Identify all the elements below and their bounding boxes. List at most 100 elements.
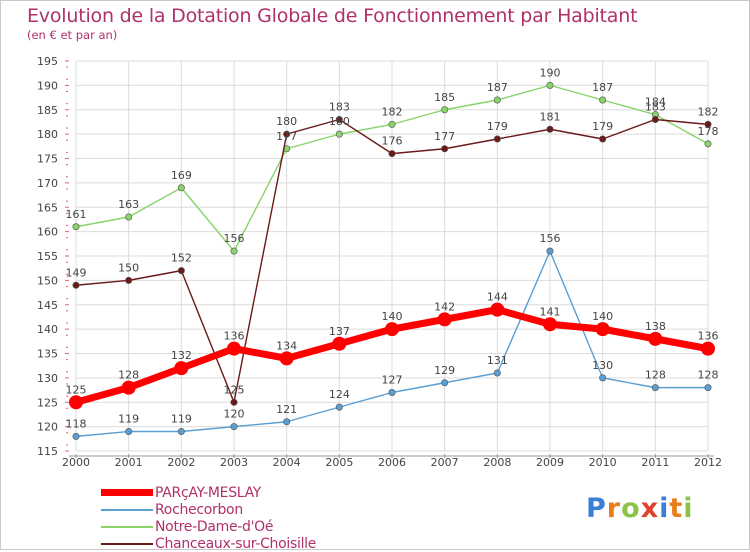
x-tick-label: 2000 [62,456,90,469]
legend-swatch [101,508,153,511]
y-tick-label: 165 [37,201,58,214]
data-point [230,398,238,406]
legend-swatch [101,489,153,496]
data-point [599,96,607,104]
data-label: 129 [434,364,455,377]
data-point [177,184,185,192]
y-tick-label: 180 [37,128,58,141]
legend-label: Notre-Dame-d'Oé [155,518,274,535]
chart-subtitle: (en € et par an) [27,28,118,42]
data-point [385,322,399,337]
data-label: 128 [698,369,719,382]
data-point [72,281,80,289]
data-label: 127 [382,374,403,387]
data-label: 178 [698,125,719,138]
data-label: 134 [276,339,297,352]
y-tick-label: 125 [37,396,58,409]
x-tick-label: 2003 [220,456,248,469]
data-point [121,380,136,395]
x-tick-label: 2001 [115,456,143,469]
y-tick-label: 195 [37,55,58,68]
data-point [69,395,83,410]
data-point [125,427,133,435]
data-label: 187 [592,81,613,94]
y-tick-label: 120 [37,421,58,434]
x-tick-label: 2002 [167,456,195,469]
data-label: 140 [592,310,613,323]
data-label: 140 [382,310,403,323]
data-point [125,276,133,284]
brand-letter: o [621,493,641,524]
data-label: 180 [276,115,297,128]
data-point [335,130,343,138]
data-label: 119 [171,413,192,426]
data-label: 119 [118,413,139,426]
data-label: 183 [645,101,666,114]
data-label: 177 [276,130,297,143]
data-point [599,374,607,382]
data-point [174,361,189,376]
data-label: 120 [224,408,245,421]
data-label: 136 [224,330,245,343]
data-point [437,312,452,327]
data-label: 141 [540,305,561,318]
data-point [493,96,501,104]
legend-item: Rochecorbon [101,501,316,518]
data-point [230,423,238,431]
y-tick-label: 190 [37,79,58,92]
legend-item: Chanceaux-sur-Choisille [101,535,316,552]
data-label: 131 [487,354,508,367]
data-label: 130 [592,359,613,372]
y-tick-label: 185 [37,104,58,117]
data-label: 179 [487,120,508,133]
data-label: 124 [329,388,350,401]
data-point [701,341,715,356]
data-label: 179 [592,120,613,133]
data-point [546,125,554,133]
brand-letter: P [586,493,607,524]
data-point [595,322,610,337]
data-point [543,317,557,332]
brand-logo: Proxiti [586,493,694,524]
data-point [490,302,505,317]
brand-letter: r [606,493,622,524]
data-point [335,116,343,124]
data-point [704,120,712,128]
y-tick-label: 145 [37,299,58,312]
data-label: 190 [540,66,561,79]
y-tick-label: 135 [37,348,58,361]
data-point [177,267,185,275]
x-tick-label: 2011 [641,456,669,469]
data-point [546,247,554,255]
data-label: 176 [382,135,403,148]
data-point [125,213,133,221]
data-point [335,403,343,411]
y-tick-label: 175 [37,153,58,166]
legend-label: Rochecorbon [155,501,243,518]
x-tick-label: 2004 [273,456,301,469]
legend-item: PARçAY-MESLAY [101,484,316,501]
data-point [279,351,294,366]
data-point [388,150,396,158]
legend-swatch [101,542,153,545]
legend-label: Chanceaux-sur-Choisille [155,535,317,552]
data-label: 185 [434,91,455,104]
data-label: 136 [698,330,719,343]
data-point [441,106,449,114]
data-label: 121 [276,403,297,416]
x-tick-label: 2005 [325,456,353,469]
legend-swatch [101,525,153,528]
data-label: 138 [645,320,666,333]
chart-title: Evolution de la Dotation Globale de Fonc… [27,5,638,27]
data-label: 183 [329,101,350,114]
data-label: 161 [66,208,87,221]
data-label: 156 [540,232,561,245]
data-point [493,369,501,377]
data-label: 180 [329,115,350,128]
data-point [388,388,396,396]
data-label: 184 [645,96,666,109]
y-tick-label: 140 [37,323,58,336]
x-tick-label: 2009 [536,456,564,469]
brand-letter: i [683,493,694,524]
